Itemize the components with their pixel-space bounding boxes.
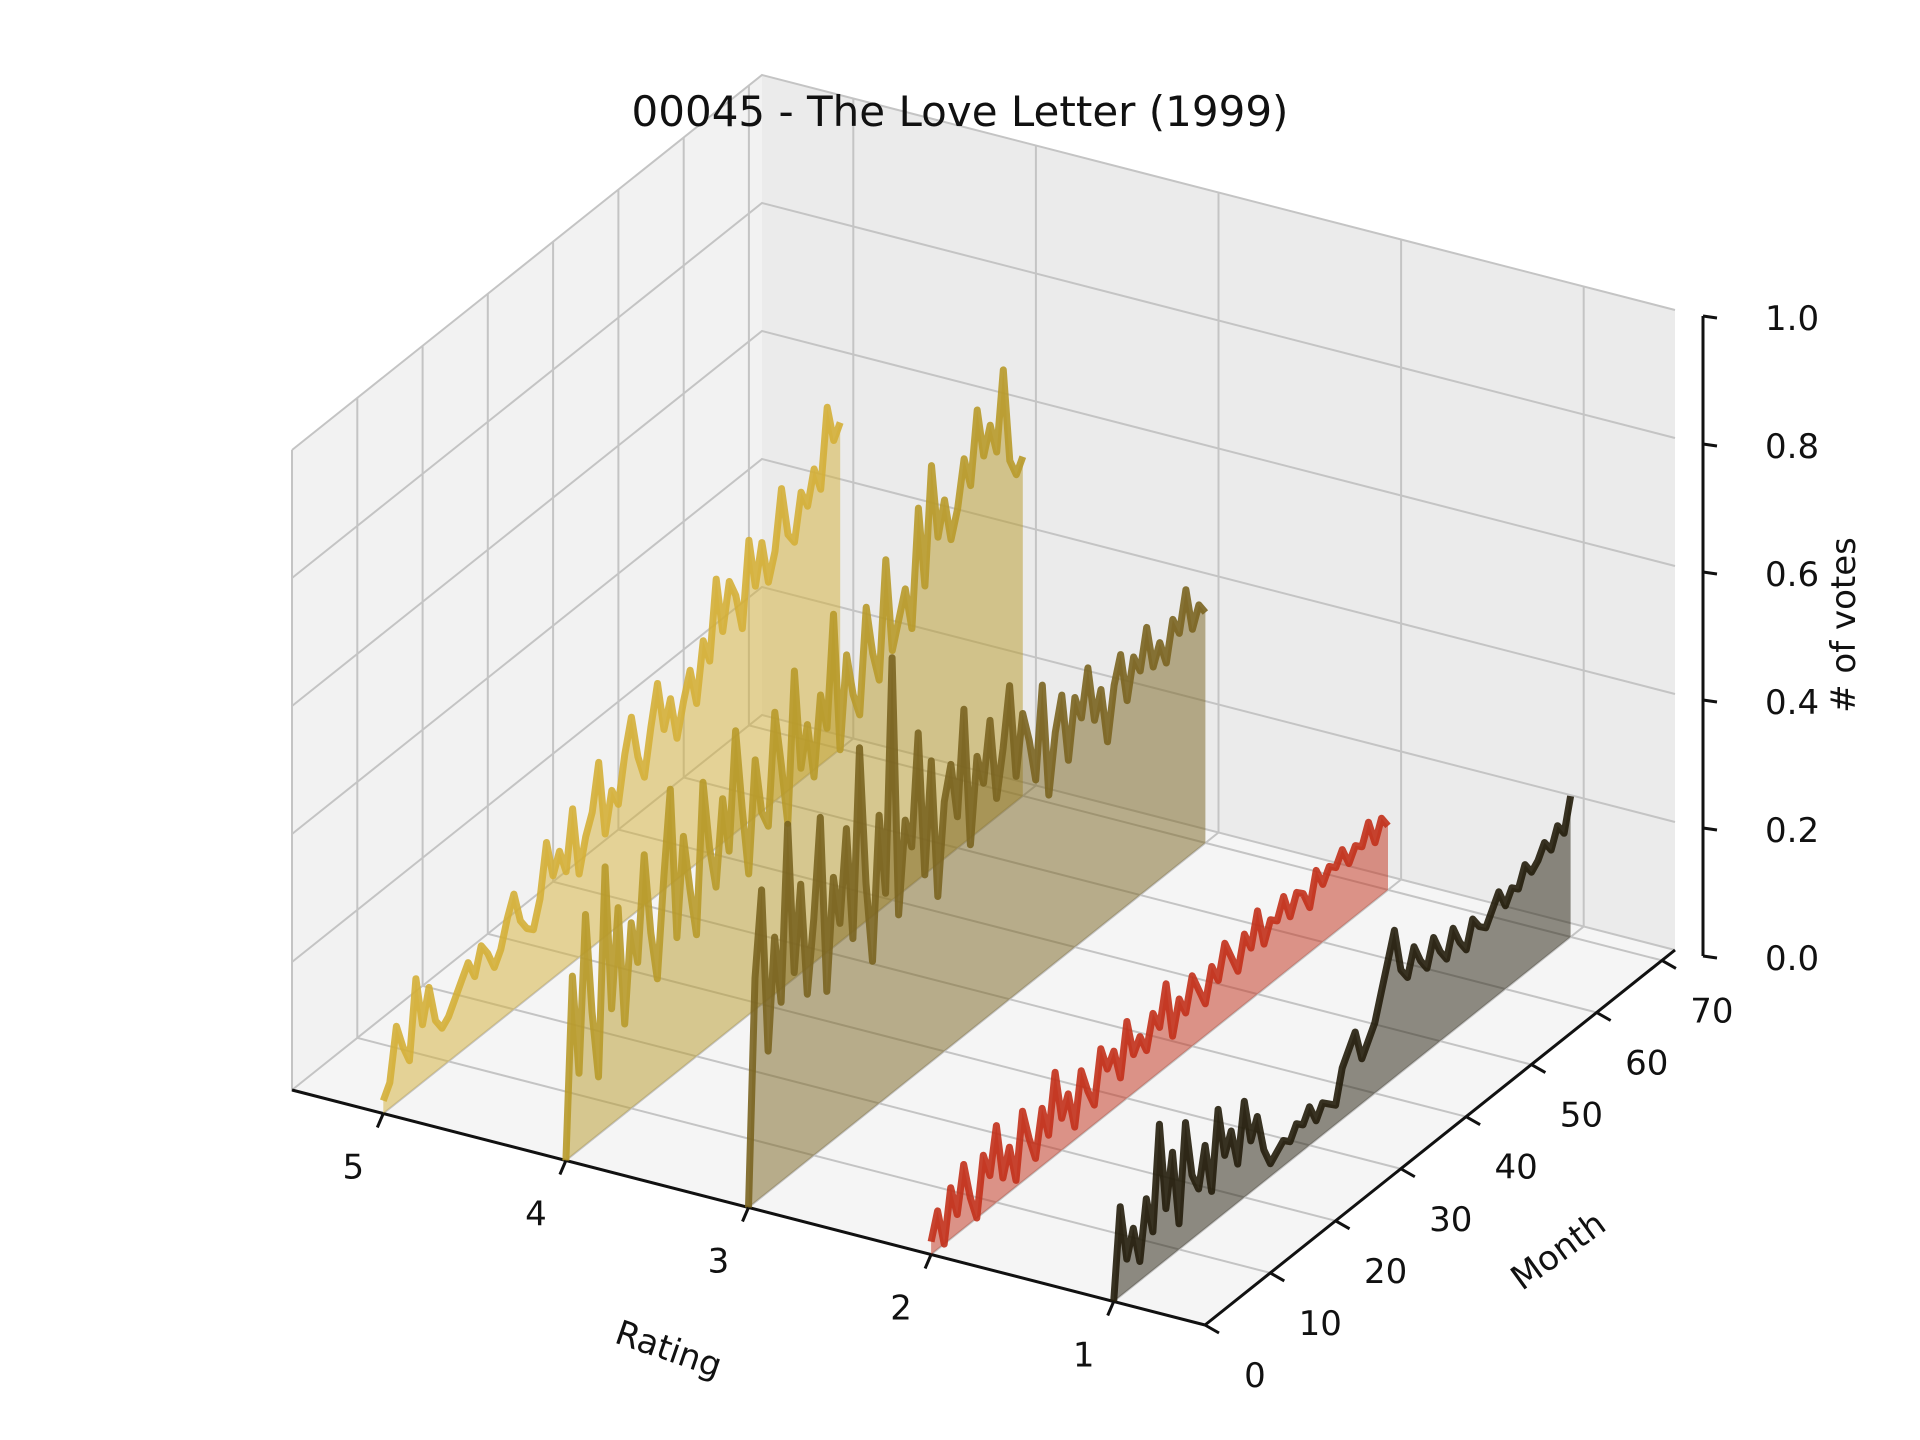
- month-tick-mark: [1661, 959, 1677, 970]
- z-axis-label: # of votes: [1824, 537, 1864, 713]
- votes-tick-mark: [1702, 442, 1718, 448]
- votes-tick-label: 0.2: [1765, 811, 1819, 851]
- grid-line-votes: [291, 201, 1676, 579]
- side-pane: [292, 75, 762, 1090]
- rating-tick-label: 5: [342, 1148, 364, 1188]
- series-area-5: [383, 407, 841, 1114]
- month-tick-label: 20: [1364, 1252, 1407, 1292]
- month-tick-mark: [1400, 1167, 1416, 1179]
- votes-tick-label: 0.8: [1765, 427, 1819, 467]
- grid-line-votes: [291, 73, 1676, 451]
- month-tick-label: 40: [1494, 1148, 1537, 1188]
- rating-tick-mark: [741, 1206, 750, 1223]
- y-axis-label: Month: [1504, 1204, 1614, 1299]
- month-tick-label: 0: [1244, 1356, 1266, 1396]
- series-area-4: [565, 369, 1023, 1161]
- chart-title: 00045 - The Love Letter (1999): [632, 87, 1289, 136]
- votes-tick-mark: [1702, 314, 1718, 320]
- rating-tick-label: 3: [708, 1242, 730, 1282]
- votes-tick-label: 0.0: [1765, 939, 1819, 979]
- rating-tick-label: 1: [1073, 1336, 1095, 1376]
- month-tick-label: 70: [1690, 991, 1733, 1031]
- month-tick-mark: [1530, 1063, 1547, 1074]
- grid-line-votes: [291, 329, 1676, 707]
- x-axis-label: Rating: [610, 1313, 727, 1387]
- votes-tick-mark: [1702, 954, 1718, 960]
- rating-tick-mark: [375, 1112, 385, 1129]
- votes-tick-mark: [1702, 698, 1718, 704]
- month-tick-label: 10: [1299, 1304, 1342, 1344]
- rating-tick-label: 4: [525, 1195, 547, 1235]
- month-tick-label: 60: [1625, 1044, 1668, 1084]
- votes-tick-mark: [1702, 826, 1718, 832]
- rating-tick-label: 2: [890, 1289, 912, 1329]
- month-tick-mark: [1595, 1011, 1612, 1022]
- votes-tick-label: 0.6: [1765, 555, 1819, 595]
- month-tick-label: 50: [1560, 1096, 1603, 1136]
- grid-line-votes: [291, 457, 1676, 835]
- series-1: [1110, 795, 1575, 1302]
- month-tick-mark: [1204, 1323, 1220, 1335]
- series-area-1: [1113, 796, 1571, 1302]
- series-area-3: [748, 589, 1206, 1208]
- votes-tick-label: 0.4: [1765, 683, 1819, 723]
- votes-tick-label: 1.0: [1765, 299, 1819, 339]
- rating-tick-mark: [923, 1253, 933, 1270]
- series-area-2: [931, 818, 1388, 1255]
- series-5: [380, 403, 844, 1114]
- series-2: [927, 814, 1391, 1255]
- rating-tick-mark: [558, 1159, 568, 1176]
- month-tick-mark: [1269, 1271, 1286, 1283]
- month-tick-mark: [1334, 1219, 1351, 1231]
- rating-tick-mark: [1106, 1300, 1116, 1317]
- series-group: [380, 366, 1575, 1302]
- series-3: [745, 586, 1209, 1208]
- month-tick-mark: [1465, 1115, 1481, 1126]
- month-tick-label: 30: [1429, 1200, 1472, 1240]
- series-4: [562, 366, 1027, 1161]
- votes-tick-mark: [1702, 570, 1718, 576]
